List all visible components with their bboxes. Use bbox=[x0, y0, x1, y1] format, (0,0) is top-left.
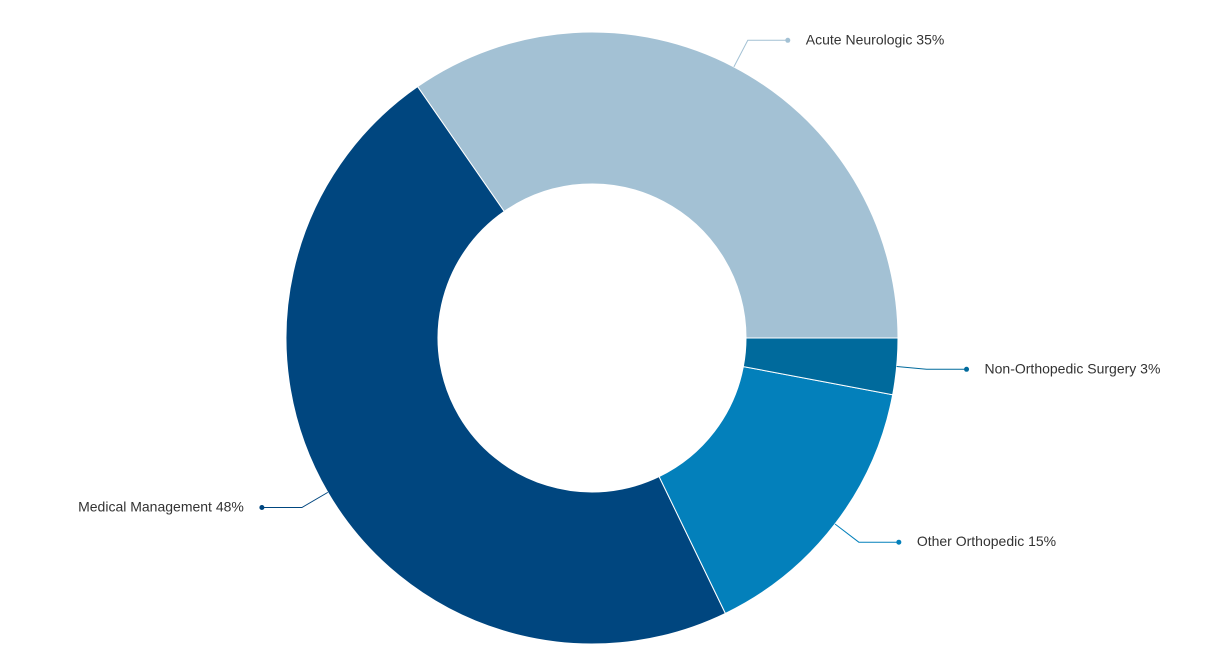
leader-line bbox=[896, 366, 967, 370]
donut-slice bbox=[658, 365, 894, 615]
donut-slice bbox=[416, 31, 899, 339]
slice-label: Non-Orthopedic Surgery 3% bbox=[985, 360, 1161, 376]
leader-dot bbox=[896, 539, 902, 545]
leader-dot bbox=[964, 366, 970, 372]
slice-label: Medical Management 48% bbox=[78, 498, 244, 514]
leader-dot bbox=[785, 37, 791, 43]
leader-line bbox=[834, 523, 899, 543]
donut-slice bbox=[742, 337, 899, 396]
leader-line bbox=[733, 39, 788, 68]
donut-slice bbox=[285, 85, 727, 645]
slice-value: 35% bbox=[916, 31, 944, 47]
slice-category: Non-Orthopedic Surgery bbox=[985, 360, 1137, 376]
leader-dot bbox=[259, 505, 265, 511]
slice-value: 15% bbox=[1028, 533, 1056, 549]
slice-category: Medical Management bbox=[78, 498, 212, 514]
slice-category: Other Orthopedic bbox=[917, 533, 1024, 549]
slice-label: Other Orthopedic 15% bbox=[917, 533, 1056, 549]
slice-value: 3% bbox=[1140, 360, 1160, 376]
slice-label: Acute Neurologic 35% bbox=[806, 31, 945, 47]
slice-value: 48% bbox=[216, 498, 244, 514]
leader-line bbox=[261, 491, 329, 509]
slice-category: Acute Neurologic bbox=[806, 31, 913, 47]
